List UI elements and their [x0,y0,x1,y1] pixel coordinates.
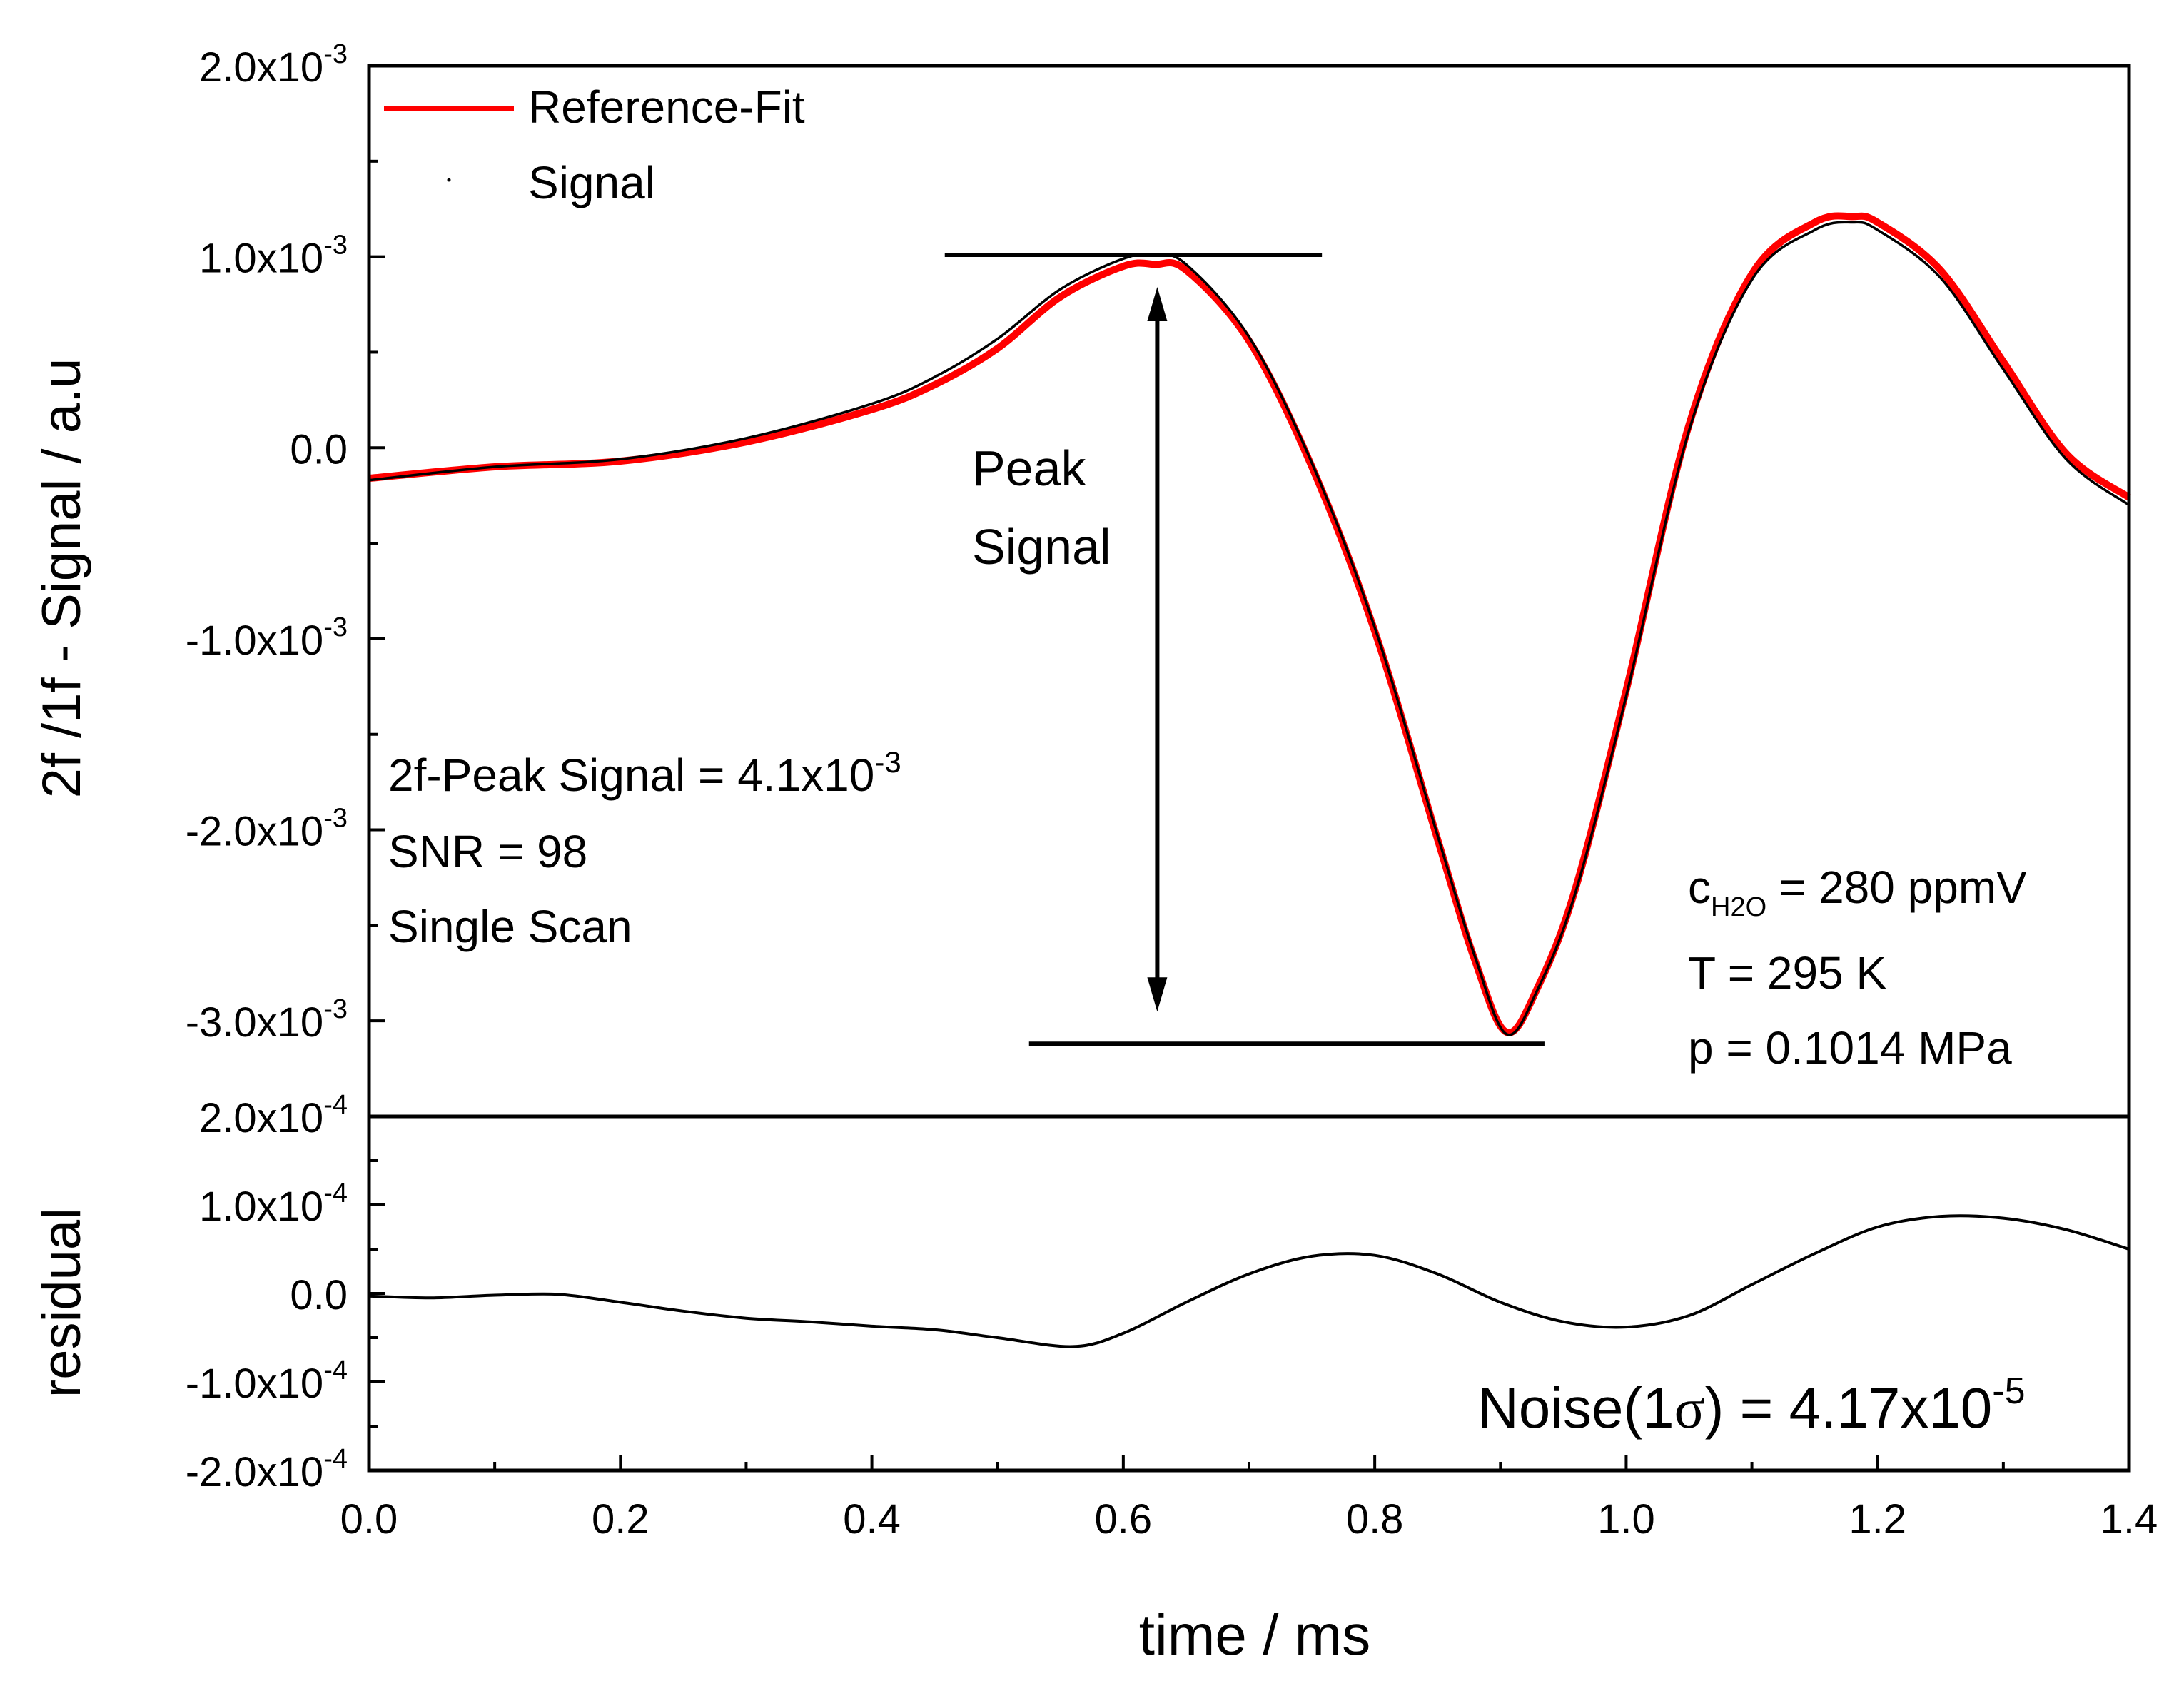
peak-arrow-head-down [1147,977,1168,1012]
main-ytick-label: -2.0x10-3 [186,804,348,855]
main-ytick-label: -1.0x10-3 [186,612,348,664]
x-tick-label: 1.4 [2100,1496,2158,1543]
snr-annotation: SNR = 98 [388,826,587,877]
peak-signal-annotation: 2f-Peak Signal = 4.1x10-3 [388,745,901,801]
residual-ytick-label: 2.0x10-4 [199,1090,348,1141]
legend-signal-swatch [447,178,451,182]
x-tick-label: 0.8 [1346,1496,1404,1543]
concentration-annotation: cH2O = 280 ppmV [1688,862,2027,922]
series-signal [368,221,2130,1036]
residual-ytick-label: 0.0 [290,1272,348,1318]
pressure-annotation: p = 0.1014 MPa [1688,1022,2012,1074]
series-residual [368,1214,2130,1348]
peak-arrow-head-up [1147,286,1168,321]
scan-annotation: Single Scan [388,901,632,952]
y-axis-label-residual: residual [31,1208,92,1398]
residual-ytick-label: -1.0x10-4 [186,1356,348,1407]
x-tick-label: 0.2 [592,1496,649,1543]
main-ytick-label: 2.0x10-3 [199,39,348,91]
residual-ticks: 2.0x10-41.0x10-40.0-1.0x10-4-2.0x10-40.0… [186,1090,2158,1543]
x-tick-label: 1.0 [1597,1496,1655,1543]
x-tick-label: 0.4 [843,1496,901,1543]
legend-reference-fit-label: Reference-Fit [528,81,805,133]
legend: Reference-Fit Signal [384,81,805,208]
peak-label-1: Peak [972,440,1087,496]
main-ytick-label: 0.0 [290,426,348,473]
x-axis-label: time / ms [1139,1603,1370,1667]
main-ytick-label: 1.0x10-3 [199,231,348,282]
residual-plot-frame [367,1114,2131,1473]
annotations: Peak Signal 2f-Peak Signal = 4.1x10-3 SN… [388,440,2027,1440]
main-markers [944,252,1545,1046]
peak-label-2: Signal [972,519,1111,575]
residual-ytick-label: -2.0x10-4 [186,1444,348,1495]
x-tick-label: 0.6 [1095,1496,1153,1543]
x-tick-label: 0.0 [340,1496,398,1543]
legend-signal-label: Signal [528,157,655,208]
temperature-annotation: T = 295 K [1688,947,1886,999]
main-panel: 2.0x10-3 1.0x10-3 0.0 -1.0x10-3 -2.0x10-3 -3.… [186,39,2131,1119]
main-series [368,212,2131,1036]
noise-annotation: Noise(1σ) = 4.17x10-5 [1477,1370,2026,1440]
residual-panel: 2.0x10-41.0x10-40.0-1.0x10-4-2.0x10-40.0… [186,1090,2158,1543]
main-ticks: 2.0x10-3 1.0x10-3 0.0 -1.0x10-3 -2.0x10-3 -3.… [186,39,385,1046]
residual-ytick-label: 1.0x10-4 [199,1178,348,1230]
x-tick-label: 1.2 [1849,1496,1906,1543]
residual-series [368,1214,2130,1348]
main-ytick-label: -3.0x10-3 [186,994,348,1046]
y-axis-label-main: 2f /1f - Signal / a.u [31,358,92,799]
